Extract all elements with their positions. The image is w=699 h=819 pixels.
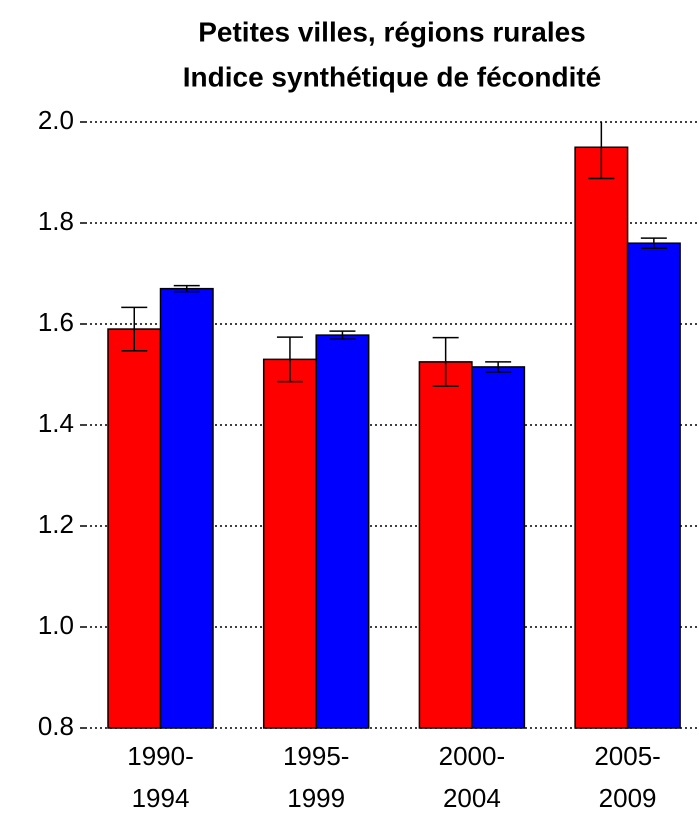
bar xyxy=(471,366,526,729)
chart-title: Petites villes, régions rurales xyxy=(198,16,586,47)
x-tick-label: 2005- xyxy=(594,741,661,771)
error-bar xyxy=(485,361,512,373)
x-tick-label: 1999 xyxy=(287,783,345,813)
bar xyxy=(107,328,162,729)
x-tick-label: 2004 xyxy=(443,783,501,813)
error-bars xyxy=(121,122,667,387)
bar xyxy=(159,287,214,729)
bar xyxy=(418,361,473,729)
bars xyxy=(107,146,681,729)
x-tick-label: 1995- xyxy=(283,741,350,771)
y-tick-label: 1.8 xyxy=(38,206,74,236)
bar xyxy=(315,334,370,729)
x-tick-label: 2000- xyxy=(439,741,506,771)
x-tick-label: 1990- xyxy=(127,741,194,771)
error-bar xyxy=(640,237,667,249)
x-tick-label: 1994 xyxy=(132,783,190,813)
error-bar xyxy=(329,330,356,340)
bar xyxy=(574,146,629,729)
error-bar xyxy=(588,122,615,180)
error-bar xyxy=(173,284,200,293)
error-bar xyxy=(432,336,459,387)
y-tick-label: 1.6 xyxy=(38,307,74,337)
y-tick-label: 1.4 xyxy=(38,408,74,438)
error-bar xyxy=(276,336,303,383)
error-bar xyxy=(121,306,148,352)
chart-subtitle: Indice synthétique de fécondité xyxy=(183,61,602,92)
bar xyxy=(262,358,317,729)
bar xyxy=(626,242,681,729)
y-tick-label: 1.2 xyxy=(38,509,74,539)
y-tick-label: 0.8 xyxy=(38,711,74,741)
x-tick-label: 2009 xyxy=(599,783,657,813)
y-tick-label: 1.0 xyxy=(38,610,74,640)
y-tick-label: 2.0 xyxy=(38,105,74,135)
